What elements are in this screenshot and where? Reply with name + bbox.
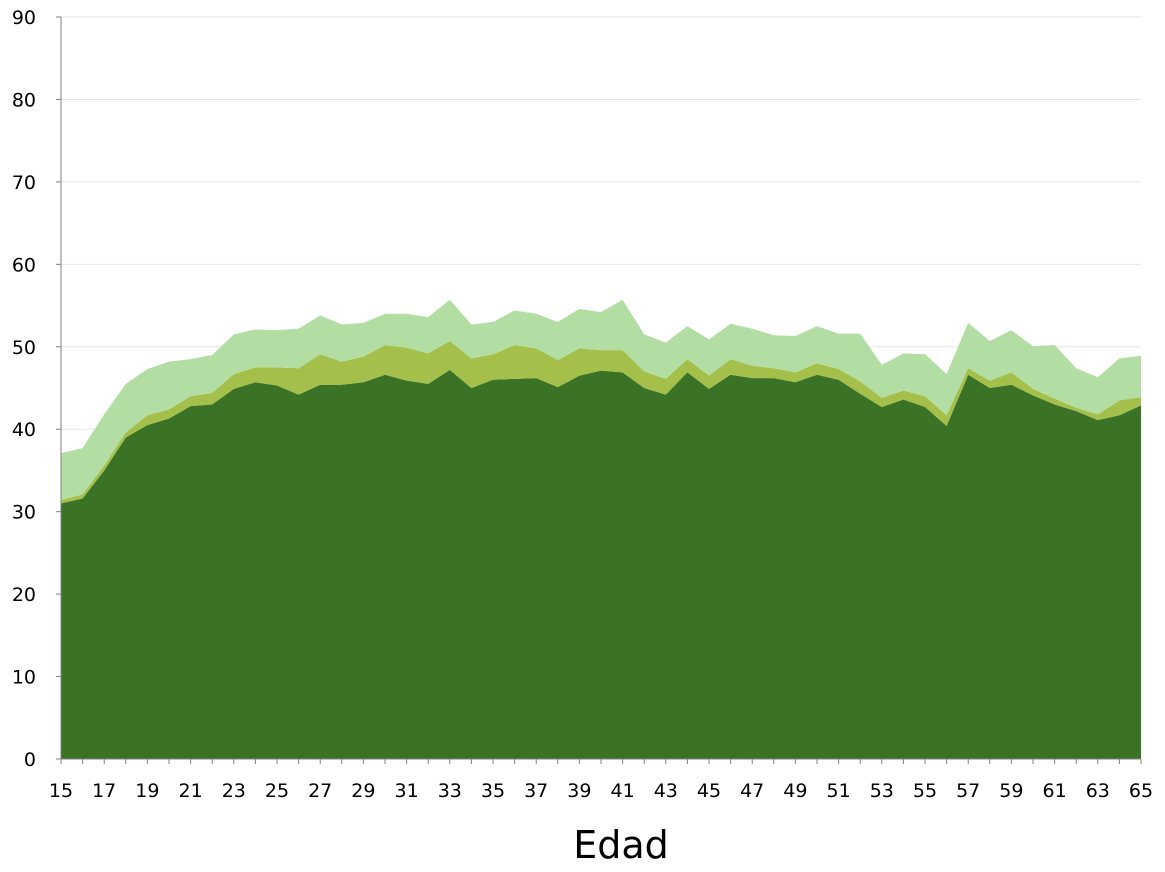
x-axis-title: Edad [573,823,669,867]
y-tick-label: 50 [12,337,36,359]
x-tick-label: 19 [135,780,159,802]
x-tick-label: 21 [179,780,203,802]
y-tick-label: 10 [12,667,36,689]
x-tick-label: 63 [1086,780,1110,802]
x-tick-label: 15 [49,780,73,802]
x-tick-label: 65 [1129,780,1153,802]
x-tick-label: 29 [351,780,375,802]
x-tick-label: 45 [697,780,721,802]
y-tick-label: 0 [24,749,36,771]
y-tick-labels: 0 10 20 30 40 50 60 70 80 90 [12,7,36,771]
x-tick-label: 23 [222,780,246,802]
area-series-1 [61,369,1141,759]
x-tick-label: 61 [1043,780,1067,802]
y-tick-label: 70 [12,172,36,194]
x-tick-label: 17 [92,780,116,802]
x-tick-label: 59 [999,780,1023,802]
area-series-2 [61,341,1141,504]
x-tick-label: 41 [611,780,635,802]
y-tick-label: 90 [12,7,36,29]
x-tick-label: 53 [870,780,894,802]
area-series-3 [61,299,1141,501]
y-tick-label: 80 [12,89,36,111]
x-tick-label: 55 [913,780,937,802]
plot-areas [61,299,1141,759]
x-tick-label: 51 [827,780,851,802]
x-tick-labels: 15 17 19 21 23 25 27 29 31 33 35 37 39 41 43 45 47 49 51 53… [49,780,1153,802]
x-tick-label: 31 [395,780,419,802]
x-tick-label: 39 [567,780,591,802]
x-tick-label: 33 [438,780,462,802]
x-tick-label: 47 [740,780,764,802]
y-tick-label: 30 [12,502,36,524]
x-tick-label: 35 [481,780,505,802]
x-tick-label: 25 [265,780,289,802]
x-tick-label: 57 [956,780,980,802]
y-tick-label: 60 [12,254,36,276]
x-tick-label: 49 [783,780,807,802]
y-tick-label: 40 [12,419,36,441]
x-tick-label: 43 [654,780,678,802]
y-tick-label: 20 [12,584,36,606]
axes [56,16,1142,764]
x-tick-label: 27 [308,780,332,802]
x-tick-label: 37 [524,780,548,802]
